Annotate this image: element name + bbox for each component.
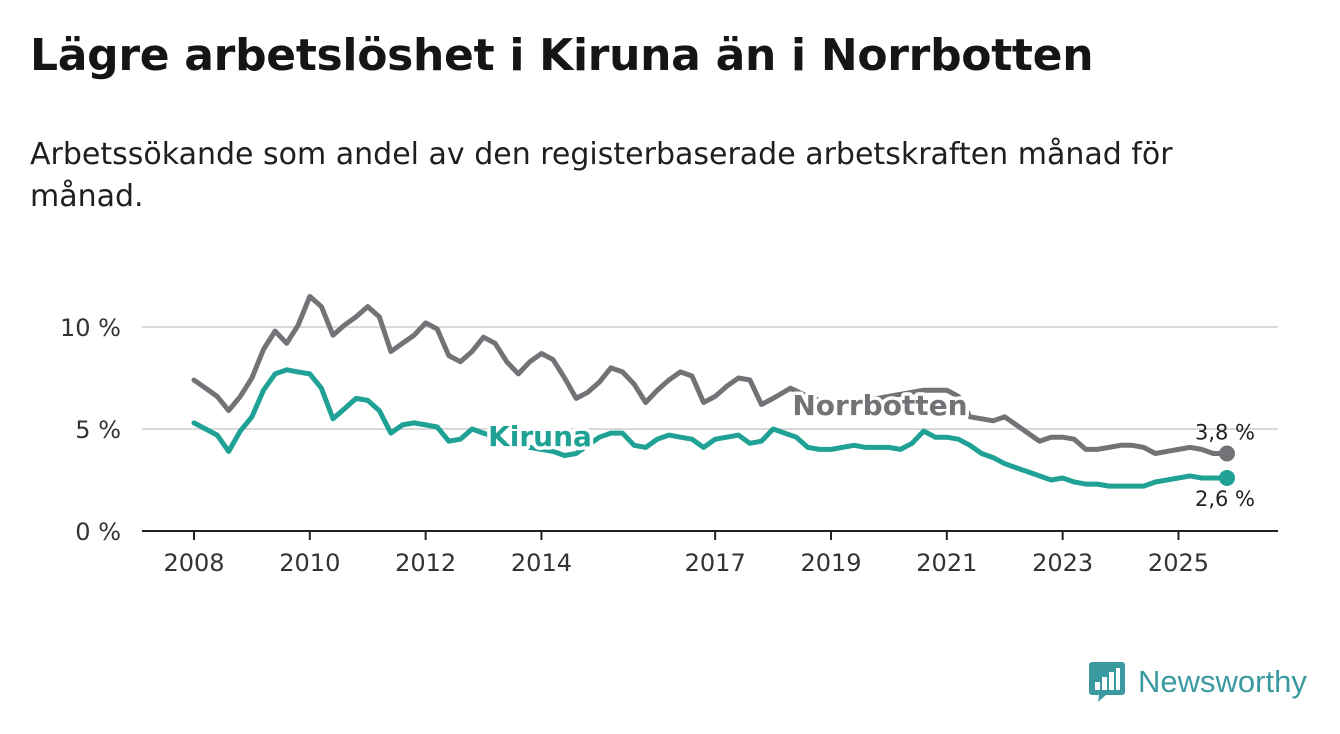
x-tick-label: 2021 bbox=[916, 549, 977, 577]
series-name-label-kiruna: Kiruna bbox=[488, 420, 592, 453]
x-tick-label: 2025 bbox=[1148, 549, 1209, 577]
y-tick-label: 5 % bbox=[75, 416, 121, 444]
newsworthy-logo: Newsworthy bbox=[1088, 660, 1307, 704]
end-point-norrbotten bbox=[1219, 445, 1235, 462]
x-tick-label: 2012 bbox=[395, 549, 456, 577]
x-tick-label: 2014 bbox=[511, 549, 572, 577]
x-tick-label: 2010 bbox=[279, 549, 340, 577]
x-tick-label: 2017 bbox=[685, 549, 746, 577]
chart-labels: 3,8 % 2,6 % Norrbotten Kiruna bbox=[485, 386, 1255, 511]
end-point-kiruna bbox=[1219, 469, 1235, 486]
end-value-label-norrbotten: 3,8 % bbox=[1195, 420, 1255, 444]
x-tick-label: 2023 bbox=[1032, 549, 1093, 577]
series-lines bbox=[191, 293, 1235, 489]
series-line-kiruna bbox=[191, 367, 1222, 489]
x-tick-label: 2008 bbox=[163, 549, 224, 577]
brand-name: Newsworthy bbox=[1138, 664, 1307, 699]
series-line-norrbotten bbox=[191, 293, 1222, 456]
y-tick-label: 10 % bbox=[60, 314, 121, 342]
end-value-label-kiruna: 2,6 % bbox=[1195, 487, 1255, 511]
chart-title: Lägre arbetslöshet i Kiruna än i Norrbot… bbox=[30, 30, 1094, 81]
x-tick-label: 2019 bbox=[800, 549, 861, 577]
y-tick-label: 0 % bbox=[75, 518, 121, 546]
axes: 0 % 5 % 10 % 2008 2010 2012 2014 2017 2019 2021 20… bbox=[60, 314, 1278, 577]
series-name-label-norrbotten: Norrbotten bbox=[792, 389, 967, 422]
bar-chart-icon bbox=[1089, 662, 1125, 702]
chart-subtitle: Arbetssökande som andel av den registerb… bbox=[30, 137, 1173, 214]
